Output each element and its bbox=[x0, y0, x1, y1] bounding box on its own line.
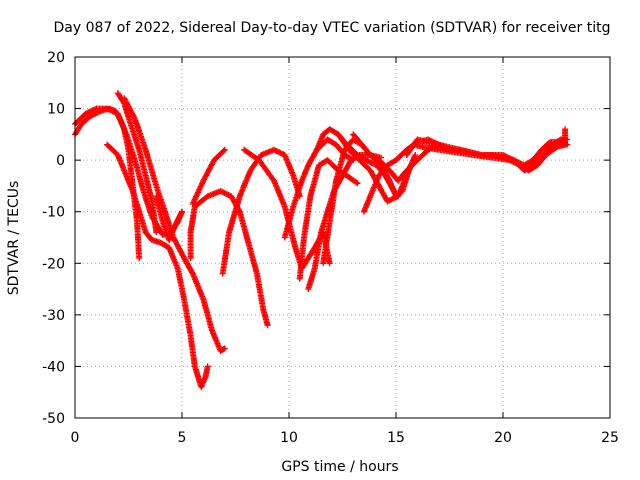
plot-frame bbox=[74, 56, 611, 419]
axis-ticks: -50 -40 -30 -20 -10 0 10 20 0 5 10 15 20 25 bbox=[42, 50, 619, 446]
y-tick-label: -50 bbox=[42, 411, 65, 427]
y-tick-label: -30 bbox=[42, 308, 65, 324]
data-point-marker bbox=[385, 197, 392, 204]
series-arc-7 bbox=[187, 188, 271, 329]
y-tick-label: -20 bbox=[42, 256, 65, 272]
y-tick-label: 0 bbox=[56, 153, 65, 169]
data-point-marker bbox=[220, 147, 227, 154]
data-point-marker bbox=[224, 191, 231, 198]
data-point-marker bbox=[264, 322, 271, 329]
series-arc-12 bbox=[296, 157, 361, 282]
series-arc-3 bbox=[104, 141, 211, 391]
series-arc-17 bbox=[350, 131, 442, 184]
series-arc-2 bbox=[72, 105, 185, 238]
y-tick-label: -10 bbox=[42, 205, 65, 221]
x-axis-label: GPS time / hours bbox=[281, 459, 398, 475]
data-point-marker bbox=[354, 180, 361, 187]
x-tick-label: 25 bbox=[601, 430, 619, 446]
x-tick-label: 20 bbox=[494, 430, 512, 446]
x-tick-label: 5 bbox=[178, 430, 187, 446]
series-arc-11 bbox=[281, 136, 357, 241]
y-tick-label: -40 bbox=[42, 359, 65, 375]
y-tick-label: 10 bbox=[47, 102, 65, 118]
data-point-marker bbox=[509, 158, 516, 165]
series-arc-20 bbox=[410, 126, 569, 174]
x-tick-label: 15 bbox=[387, 430, 405, 446]
data-point-marker bbox=[179, 208, 185, 215]
data-point-marker bbox=[412, 152, 419, 158]
chart-title: Day 087 of 2022, Sidereal Day-to-day VTE… bbox=[54, 20, 611, 36]
data-point-marker bbox=[273, 148, 280, 155]
x-tick-label: 10 bbox=[280, 430, 298, 446]
series-arc-6 bbox=[153, 193, 185, 244]
data-point-marker bbox=[221, 345, 228, 352]
data-point-marker bbox=[385, 176, 392, 183]
y-axis-label: SDTVAR / TECUs bbox=[6, 181, 22, 296]
data-point-marker bbox=[153, 229, 160, 236]
plot-area bbox=[72, 90, 571, 391]
data-point-marker bbox=[368, 159, 375, 166]
y-tick-label: 20 bbox=[47, 50, 65, 66]
data-point-marker bbox=[353, 179, 360, 186]
data-point-marker bbox=[204, 363, 211, 370]
x-tick-label: 0 bbox=[71, 430, 80, 446]
data-point-marker bbox=[562, 126, 569, 133]
data-point-marker bbox=[221, 146, 228, 153]
series-arc-8 bbox=[189, 146, 228, 207]
series-arc-5 bbox=[121, 95, 228, 354]
data-point-marker bbox=[326, 260, 333, 267]
data-point-marker bbox=[136, 255, 143, 262]
grid-lines bbox=[75, 57, 610, 418]
data-point-marker bbox=[189, 269, 195, 276]
